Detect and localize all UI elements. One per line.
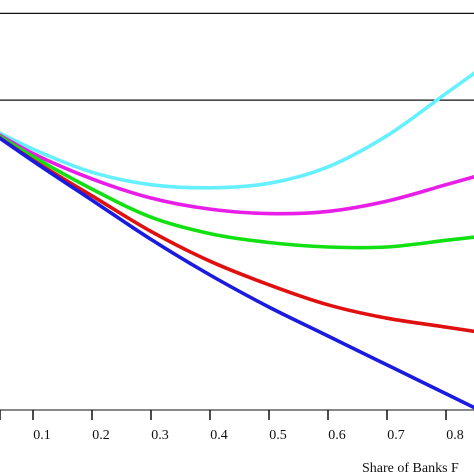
x-tick-label: 0.1: [33, 428, 51, 443]
series-layer: [0, 71, 474, 410]
series-line-4: [0, 135, 474, 334]
x-tick-label: 0.2: [92, 428, 110, 443]
x-axis-ticks: 0.1 0.2 0.3 0.4 0.5 0.6 0.7 0.8: [0, 410, 464, 443]
x-tick-label: 0.6: [328, 428, 346, 443]
x-tick-label: 0.5: [269, 428, 287, 443]
reference-lines: [0, 12, 474, 101]
x-tick-label: 0.4: [210, 428, 228, 443]
x-tick-label: 0.3: [151, 428, 169, 443]
x-tick-label: 0.7: [387, 428, 405, 443]
series-line-1: [0, 71, 474, 190]
series-line-5: [0, 136, 474, 410]
series-line-2: [0, 133, 474, 216]
x-axis-label: Share of Banks F: [362, 461, 459, 474]
x-tick-label: 0.8: [446, 428, 464, 443]
series-line-3: [0, 134, 474, 250]
